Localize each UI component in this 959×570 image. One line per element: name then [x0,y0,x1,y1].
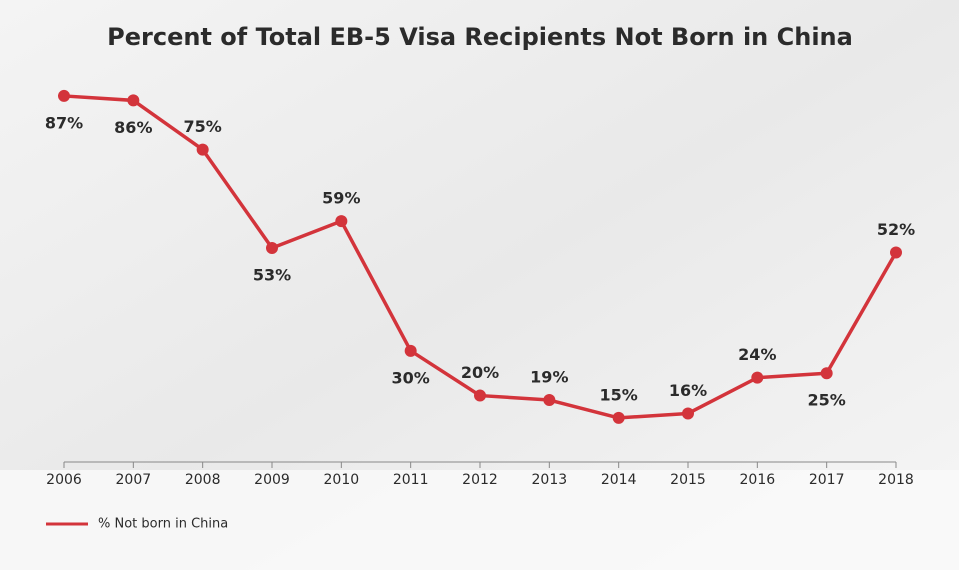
data-point [474,389,486,402]
data-label: 25% [808,391,846,410]
data-point [196,143,209,156]
x-tick-label: 2013 [532,472,568,488]
x-tick-label: 2014 [601,472,637,488]
data-point [682,407,694,420]
data-point [335,215,348,228]
x-tick-label: 2008 [185,472,221,488]
data-point [404,344,417,357]
data-label: 20% [461,363,499,382]
data-label: 59% [322,189,360,208]
x-tick-label: 2010 [324,472,360,488]
background-band [0,470,959,570]
data-label: 16% [669,381,707,400]
data-label: 75% [184,117,222,136]
data-point [751,371,764,384]
x-tick-label: 2017 [809,472,845,488]
data-label: 30% [392,368,430,387]
data-label: 15% [600,385,638,404]
data-label: 52% [877,220,915,239]
x-tick-label: 2009 [254,472,290,488]
data-point [127,94,140,107]
data-point [266,241,278,254]
chart-title: Percent of Total EB-5 Visa Recipients No… [107,23,853,51]
data-point [612,411,625,424]
x-tick-label: 2006 [46,472,82,488]
x-tick-label: 2018 [878,472,914,488]
legend-label: % Not born in China [98,517,228,532]
data-label: 19% [530,368,568,387]
data-label: 53% [253,265,291,284]
x-tick-label: 2016 [740,472,776,488]
data-label: 24% [738,345,776,364]
data-label: 87% [45,113,83,132]
data-label: 86% [114,118,152,137]
data-point [58,89,70,102]
data-point [820,367,833,380]
x-tick-label: 2011 [393,472,429,488]
data-point [890,246,902,259]
data-point [543,394,556,407]
x-tick-label: 2007 [116,472,152,488]
x-tick-label: 2012 [462,472,498,488]
x-tick-label: 2015 [670,472,706,488]
